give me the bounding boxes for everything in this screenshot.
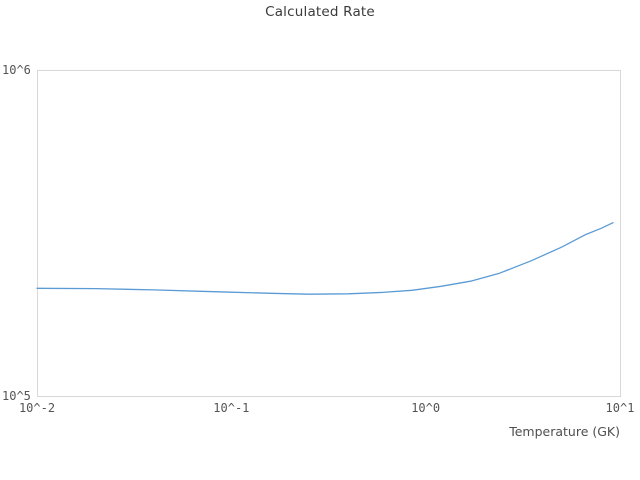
x-tick-label: 10^-2 — [18, 401, 56, 415]
y-tick-label: 10^6 — [2, 63, 31, 77]
rate-line-series — [36, 222, 614, 295]
x-axis-label: Temperature (GK) — [509, 424, 620, 439]
plot-area-border — [37, 70, 621, 397]
chart-title: Calculated Rate — [265, 4, 375, 20]
x-tick-label: 10^1 — [605, 401, 635, 415]
y-tick-label: 10^5 — [2, 389, 31, 403]
x-tick-label: 10^0 — [411, 401, 441, 415]
x-tick-label: 10^-1 — [213, 401, 250, 415]
